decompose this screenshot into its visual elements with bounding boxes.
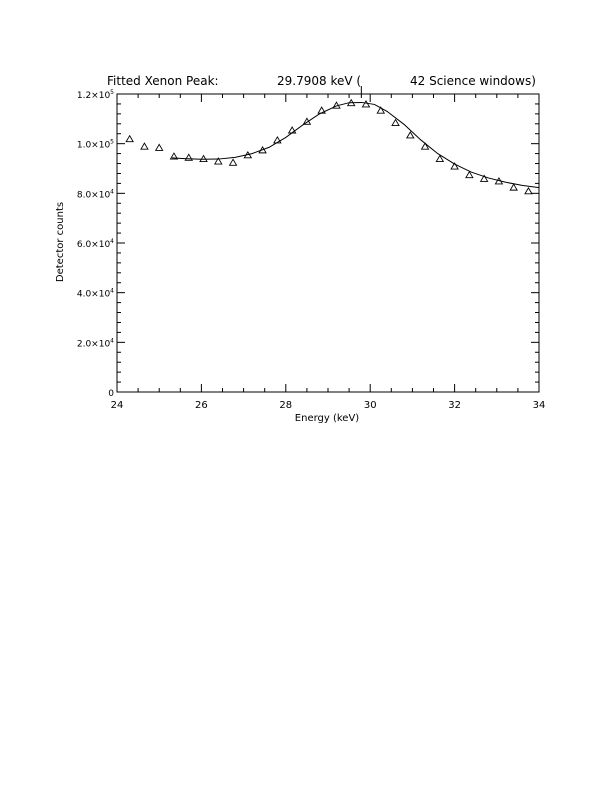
x-tick-label: 32 <box>448 400 461 411</box>
axes-group: 24 26 28 30 32 34 0 2.0×104 4.0×104 6.0×104 8.0×10… <box>77 89 546 411</box>
x-axis-label: Energy (keV) <box>295 413 360 424</box>
data-point <box>420 142 430 150</box>
data-point <box>450 162 459 170</box>
fit-curve <box>171 101 540 189</box>
data-point <box>391 118 400 127</box>
y-tick-label: 6.0×104 <box>77 238 114 250</box>
data-point <box>465 170 474 179</box>
y-tick-label: 8.0×104 <box>77 188 114 200</box>
data-point <box>479 174 489 182</box>
data-point <box>228 158 238 166</box>
data-point <box>184 153 194 161</box>
x-tick-label: 28 <box>279 400 292 411</box>
chart-title-windows: 42 Science windows) <box>410 74 536 88</box>
y-tick-label: 4.0×104 <box>77 288 114 300</box>
x-tick-label: 26 <box>195 400 208 411</box>
chart-title-energy: 29.7908 keV ( <box>277 74 362 88</box>
x-tick-label: 30 <box>364 400 377 411</box>
x-tick-label: 34 <box>533 400 546 411</box>
data-point <box>169 152 179 160</box>
data-point <box>376 106 386 114</box>
data-point <box>509 183 518 191</box>
data-point <box>140 142 149 150</box>
chart-title-label: Fitted Xenon Peak: <box>107 74 219 88</box>
y-tick-label: 0 <box>108 389 114 399</box>
y-tick-label: 1.0×105 <box>77 139 114 151</box>
data-point <box>406 131 415 139</box>
data-point <box>154 143 164 151</box>
x-tick-label: 24 <box>111 400 124 411</box>
y-tick-label: 1.2×105 <box>77 89 114 101</box>
data-marks <box>125 86 540 195</box>
data-point <box>435 154 445 163</box>
data-point <box>361 100 371 108</box>
y-tick-label: 2.0×104 <box>77 337 114 349</box>
plot-frame <box>116 93 540 393</box>
data-point <box>213 157 223 165</box>
data-point <box>125 134 134 143</box>
data-point <box>524 186 533 195</box>
data-point <box>287 126 297 134</box>
y-axis-label: Detector counts <box>55 202 66 282</box>
data-point <box>199 154 208 163</box>
